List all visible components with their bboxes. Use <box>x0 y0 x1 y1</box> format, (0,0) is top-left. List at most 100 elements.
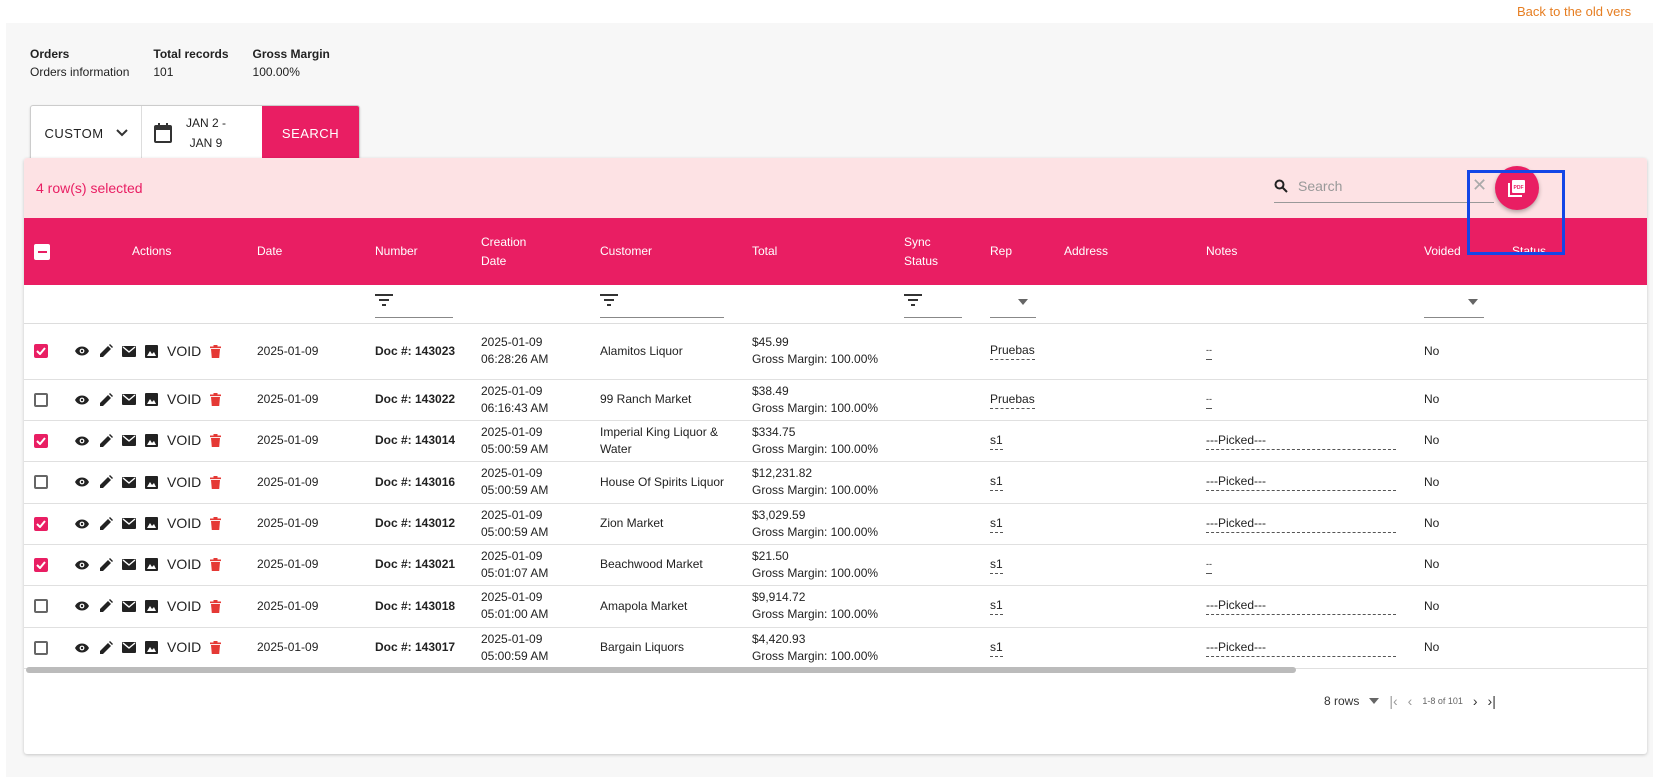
row-notes[interactable]: -- <box>1206 391 1212 409</box>
view-icon[interactable] <box>74 518 90 530</box>
void-button[interactable]: VOID <box>167 473 202 490</box>
row-rep[interactable]: Pruebas <box>990 342 1035 360</box>
row-rep[interactable]: s1 <box>990 432 1003 450</box>
email-icon[interactable] <box>122 518 136 529</box>
sync-status-filter[interactable] <box>904 293 962 318</box>
table-row[interactable]: VOID 2025-01-09 Doc #: 143022 2025-01-09 06:… <box>24 379 1647 421</box>
delete-icon[interactable] <box>210 344 222 358</box>
void-button[interactable]: VOID <box>167 342 202 359</box>
view-icon[interactable] <box>74 394 90 406</box>
col-customer[interactable]: Customer <box>600 244 653 258</box>
image-icon[interactable] <box>145 434 158 447</box>
edit-icon[interactable] <box>99 433 113 448</box>
row-rep[interactable]: Pruebas <box>990 391 1035 409</box>
export-pdf-button[interactable]: PDF <box>1495 166 1539 210</box>
first-page-icon[interactable]: |‹ <box>1389 693 1398 709</box>
view-icon[interactable] <box>74 476 90 488</box>
image-icon[interactable] <box>145 558 158 571</box>
image-icon[interactable] <box>145 599 158 613</box>
row-notes[interactable]: -- <box>1206 342 1212 360</box>
row-number[interactable]: Doc #: 143012 <box>375 516 456 530</box>
email-icon[interactable] <box>122 559 136 570</box>
email-icon[interactable] <box>122 600 136 612</box>
delete-icon[interactable] <box>210 599 222 613</box>
row-checkbox[interactable] <box>34 392 48 407</box>
void-button[interactable]: VOID <box>167 391 202 407</box>
delete-icon[interactable] <box>210 517 222 530</box>
row-number[interactable]: Doc #: 143022 <box>375 392 456 406</box>
table-row[interactable]: VOID 2025-01-09 Doc #: 143014 2025-01-09 05:… <box>24 420 1647 462</box>
row-notes[interactable]: ---Picked--- <box>1206 432 1396 450</box>
row-number[interactable]: Doc #: 143016 <box>375 474 456 489</box>
col-rep[interactable]: Rep <box>990 244 1013 258</box>
row-notes[interactable]: ---Picked--- <box>1206 515 1396 533</box>
table-row[interactable]: VOID 2025-01-09 Doc #: 143018 2025-01-09 05:… <box>24 585 1647 628</box>
image-icon[interactable] <box>145 475 158 489</box>
row-number[interactable]: Doc #: 143017 <box>375 640 456 654</box>
voided-filter-select[interactable] <box>1424 293 1484 318</box>
table-row[interactable]: VOID 2025-01-09 Doc #: 143023 2025-01-09 06:… <box>24 323 1647 380</box>
edit-icon[interactable] <box>99 344 113 358</box>
edit-icon[interactable] <box>99 475 113 489</box>
table-row[interactable]: VOID 2025-01-09 Doc #: 143016 2025-01-09 05:… <box>24 461 1647 504</box>
email-icon[interactable] <box>122 642 136 653</box>
row-rep[interactable]: s1 <box>990 556 1003 574</box>
void-button[interactable]: VOID <box>167 515 202 531</box>
void-button[interactable]: VOID <box>167 432 202 448</box>
col-creation-date[interactable]: Creation Date <box>481 218 526 285</box>
image-icon[interactable] <box>145 641 158 654</box>
row-rep[interactable]: s1 <box>990 639 1003 657</box>
table-row[interactable]: VOID 2025-01-09 Doc #: 143012 2025-01-09 05:… <box>24 503 1647 545</box>
edit-icon[interactable] <box>99 640 113 655</box>
row-checkbox[interactable] <box>34 516 48 531</box>
caret-down-icon[interactable] <box>1369 698 1380 704</box>
col-number[interactable]: Number <box>375 244 418 258</box>
delete-icon[interactable] <box>210 641 222 654</box>
back-to-old-version-link[interactable]: Back to the old vers <box>1517 4 1632 19</box>
row-rep[interactable]: s1 <box>990 473 1003 491</box>
col-voided[interactable]: Voided <box>1424 244 1461 258</box>
image-icon[interactable] <box>145 517 158 530</box>
row-number[interactable]: Doc #: 143018 <box>375 598 456 613</box>
col-date[interactable]: Date <box>257 244 283 258</box>
image-icon[interactable] <box>145 393 158 406</box>
edit-icon[interactable] <box>99 516 113 531</box>
col-status[interactable]: Status <box>1512 244 1547 258</box>
col-sync-status[interactable]: Sync Status <box>904 218 938 285</box>
table-row[interactable]: VOID 2025-01-09 Doc #: 143021 2025-01-09 05:… <box>24 544 1647 586</box>
row-checkbox[interactable] <box>34 640 48 655</box>
range-select[interactable]: CUSTOM <box>31 106 142 160</box>
row-checkbox[interactable] <box>34 599 48 613</box>
void-button[interactable]: VOID <box>167 556 202 572</box>
view-icon[interactable] <box>74 435 90 447</box>
row-rep[interactable]: s1 <box>990 515 1003 533</box>
view-icon[interactable] <box>74 642 90 654</box>
row-notes[interactable]: -- <box>1206 556 1212 574</box>
row-notes[interactable]: ---Picked--- <box>1206 473 1396 491</box>
email-icon[interactable] <box>122 394 136 405</box>
void-button[interactable]: VOID <box>167 639 202 655</box>
delete-icon[interactable] <box>210 393 222 406</box>
rows-per-page-select[interactable]: 8 rows <box>1324 694 1360 708</box>
search-button[interactable]: SEARCH <box>262 106 359 160</box>
view-icon[interactable] <box>74 559 90 571</box>
edit-icon[interactable] <box>99 599 113 613</box>
row-checkbox[interactable] <box>34 344 48 358</box>
row-number[interactable]: Doc #: 143021 <box>375 557 456 571</box>
col-address[interactable]: Address <box>1064 244 1109 258</box>
number-filter[interactable] <box>375 293 453 318</box>
view-icon[interactable] <box>74 600 90 612</box>
image-icon[interactable] <box>145 344 158 358</box>
row-checkbox[interactable] <box>34 475 48 489</box>
row-notes[interactable]: ---Picked--- <box>1206 639 1396 657</box>
prev-page-icon[interactable]: ‹ <box>1407 693 1413 709</box>
horizontal-scrollbar[interactable] <box>26 667 1296 673</box>
edit-icon[interactable] <box>99 392 113 407</box>
table-row[interactable]: VOID 2025-01-09 Doc #: 143017 2025-01-09 05:… <box>24 627 1647 669</box>
email-icon[interactable] <box>122 435 136 446</box>
row-checkbox[interactable] <box>34 433 48 448</box>
edit-icon[interactable] <box>99 557 113 572</box>
search-input[interactable] <box>1296 177 1465 195</box>
last-page-icon[interactable]: ›| <box>1487 693 1496 709</box>
delete-icon[interactable] <box>210 434 222 447</box>
